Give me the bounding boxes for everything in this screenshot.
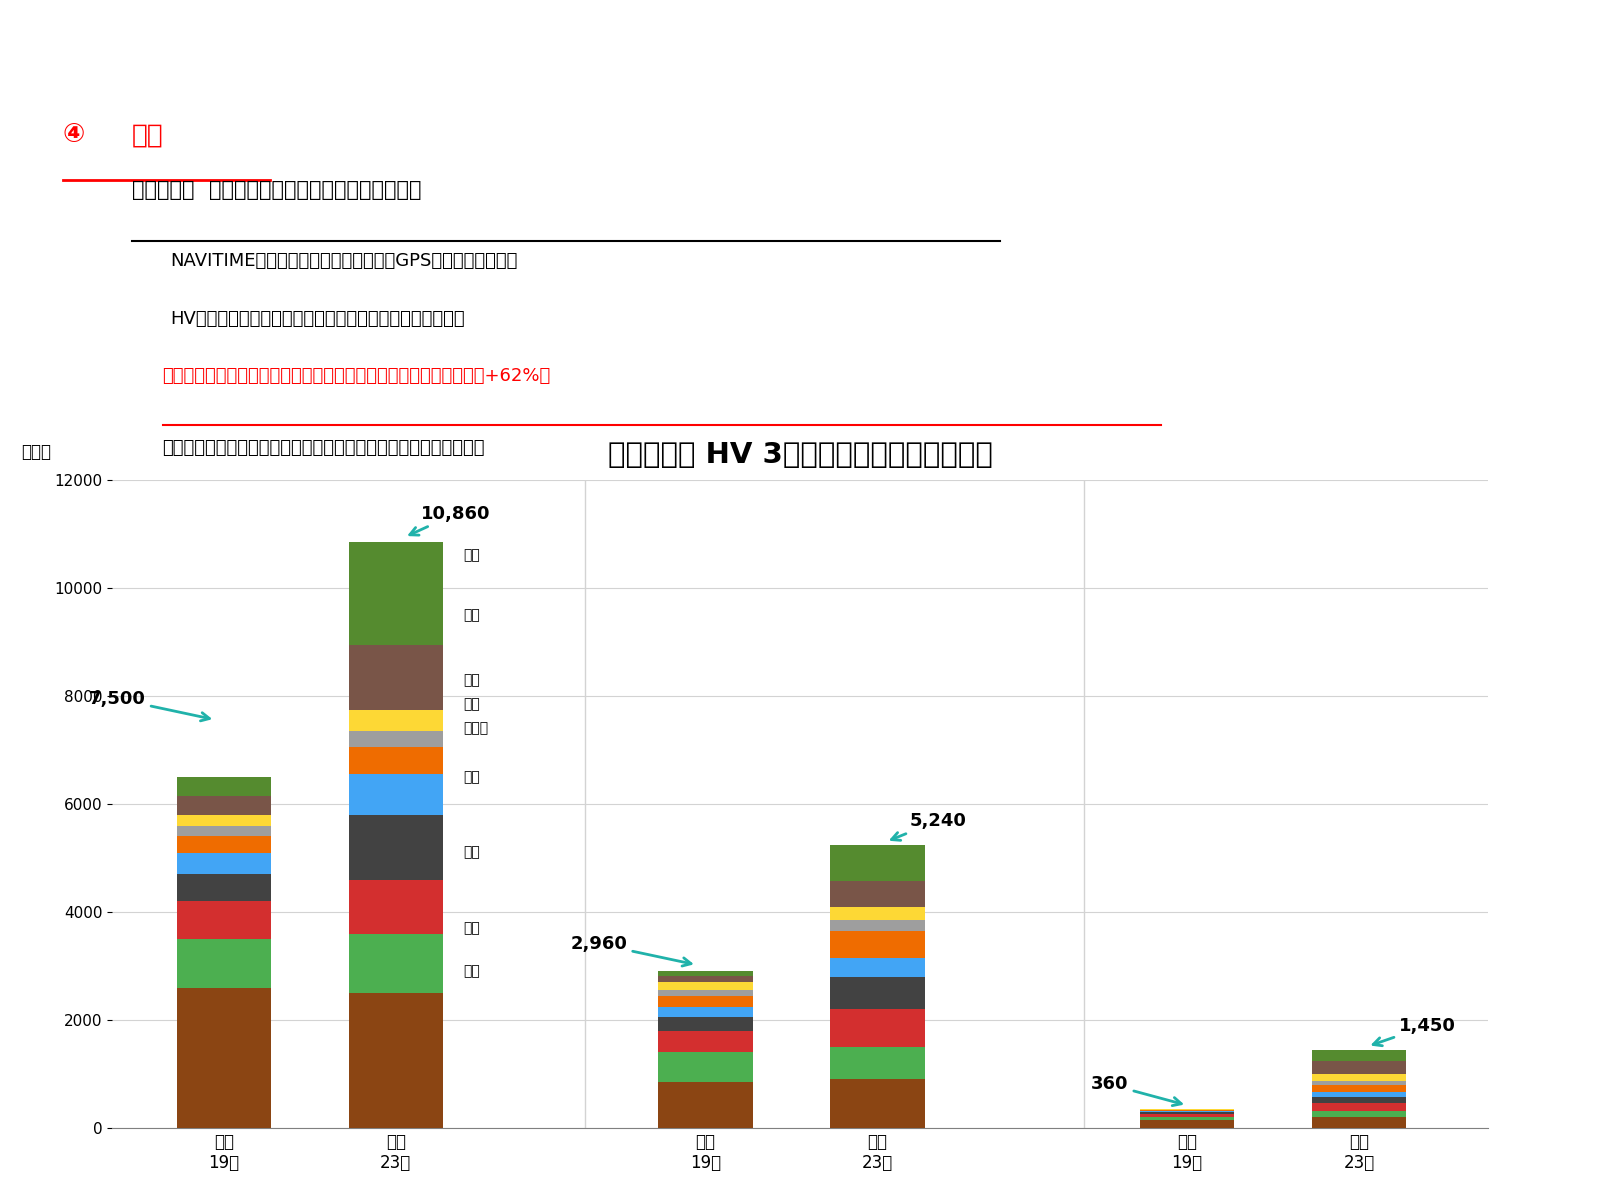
Bar xyxy=(658,977,752,982)
Bar xyxy=(1312,1085,1406,1092)
Bar xyxy=(176,901,270,938)
Bar xyxy=(658,1007,752,1018)
Text: 北米: 北米 xyxy=(464,608,480,622)
Bar xyxy=(349,731,443,748)
Bar xyxy=(1139,1117,1234,1120)
Bar xyxy=(1312,1081,1406,1085)
Bar xyxy=(176,826,270,836)
Text: タイ: タイ xyxy=(464,697,480,712)
Text: NAVITIME社が提供する、インバウンドGPSデータを取得し、: NAVITIME社が提供する、インバウンドGPSデータを取得し、 xyxy=(170,252,518,270)
Text: 中国: 中国 xyxy=(464,770,480,784)
Bar xyxy=(658,996,752,1007)
Text: 5,240: 5,240 xyxy=(891,812,966,840)
Text: 香港: 香港 xyxy=(464,922,480,935)
Bar xyxy=(830,1009,925,1046)
Bar xyxy=(349,815,443,880)
Bar xyxy=(176,938,270,988)
Bar xyxy=(830,1080,925,1128)
Text: 7,500: 7,500 xyxy=(88,690,210,721)
Bar xyxy=(176,988,270,1128)
Y-axis label: （人）: （人） xyxy=(21,443,51,461)
Text: グリーン期  ３市村インバウンド入込客数のまとめ: グリーン期 ３市村インバウンド入込客数のまとめ xyxy=(131,180,421,200)
Bar xyxy=(830,845,925,881)
Bar xyxy=(1139,1112,1234,1114)
Text: /III\ HAKUBAVALLEY: /III\ HAKUBAVALLEY xyxy=(1184,29,1552,61)
Bar xyxy=(658,1082,752,1128)
Bar xyxy=(176,796,270,815)
Bar xyxy=(349,934,443,992)
Bar xyxy=(830,907,925,920)
Bar xyxy=(830,920,925,931)
Bar xyxy=(1312,1117,1406,1128)
Bar xyxy=(1139,1120,1234,1128)
Text: 豪州: 豪州 xyxy=(464,548,480,563)
Text: 360: 360 xyxy=(1091,1075,1181,1105)
Bar xyxy=(176,778,270,796)
Bar xyxy=(830,1046,925,1080)
Text: 欧州: 欧州 xyxy=(464,673,480,686)
Bar xyxy=(176,852,270,874)
Bar xyxy=(830,931,925,958)
Text: HVエリアへ来訪するインバウンドの属性情報の分析実施。: HVエリアへ来訪するインバウンドの属性情報の分析実施。 xyxy=(170,310,466,328)
Bar xyxy=(658,1052,752,1082)
Bar xyxy=(658,971,752,977)
Bar xyxy=(176,874,270,901)
Text: 1,450: 1,450 xyxy=(1373,1016,1456,1045)
Bar xyxy=(1312,1097,1406,1103)
Bar xyxy=(1312,1050,1406,1061)
Text: 2,960: 2,960 xyxy=(570,935,691,966)
Bar xyxy=(1312,1061,1406,1074)
Bar xyxy=(349,880,443,934)
Bar xyxy=(176,815,270,826)
Text: 韓国: 韓国 xyxy=(464,846,480,859)
Text: 台湾: 台湾 xyxy=(464,965,480,978)
Bar xyxy=(1312,1074,1406,1081)
Text: ④: ④ xyxy=(62,122,85,149)
Bar xyxy=(658,1018,752,1031)
Bar xyxy=(349,541,443,644)
Bar xyxy=(658,1031,752,1052)
Bar xyxy=(176,836,270,852)
Text: ・コロナ禍前と比較し、インバウンドの来訪者は３市村とも増加（+62%）: ・コロナ禍前と比較し、インバウンドの来訪者は３市村とも増加（+62%） xyxy=(163,367,550,385)
Text: 分析: 分析 xyxy=(131,122,163,149)
Bar xyxy=(830,977,925,1009)
Text: 10,860: 10,860 xyxy=(410,505,491,535)
Bar xyxy=(349,709,443,731)
Text: シンガ: シンガ xyxy=(464,721,490,736)
Bar xyxy=(1312,1092,1406,1097)
Bar xyxy=(349,774,443,815)
Bar xyxy=(1139,1114,1234,1117)
Bar xyxy=(658,990,752,996)
Bar xyxy=(658,982,752,990)
Bar xyxy=(830,881,925,907)
Title: グリーン期 HV 3市村インバウンド入込客数: グリーン期 HV 3市村インバウンド入込客数 xyxy=(608,442,992,469)
Bar xyxy=(349,644,443,709)
Bar xyxy=(349,992,443,1128)
Bar xyxy=(1312,1103,1406,1111)
Text: ・特に、北米豪州、タイ・シンガポールの来訪者数の伸びが大きい: ・特に、北米豪州、タイ・シンガポールの来訪者数の伸びが大きい xyxy=(163,439,485,457)
Bar xyxy=(830,958,925,977)
Bar xyxy=(1312,1111,1406,1117)
Bar xyxy=(349,748,443,774)
